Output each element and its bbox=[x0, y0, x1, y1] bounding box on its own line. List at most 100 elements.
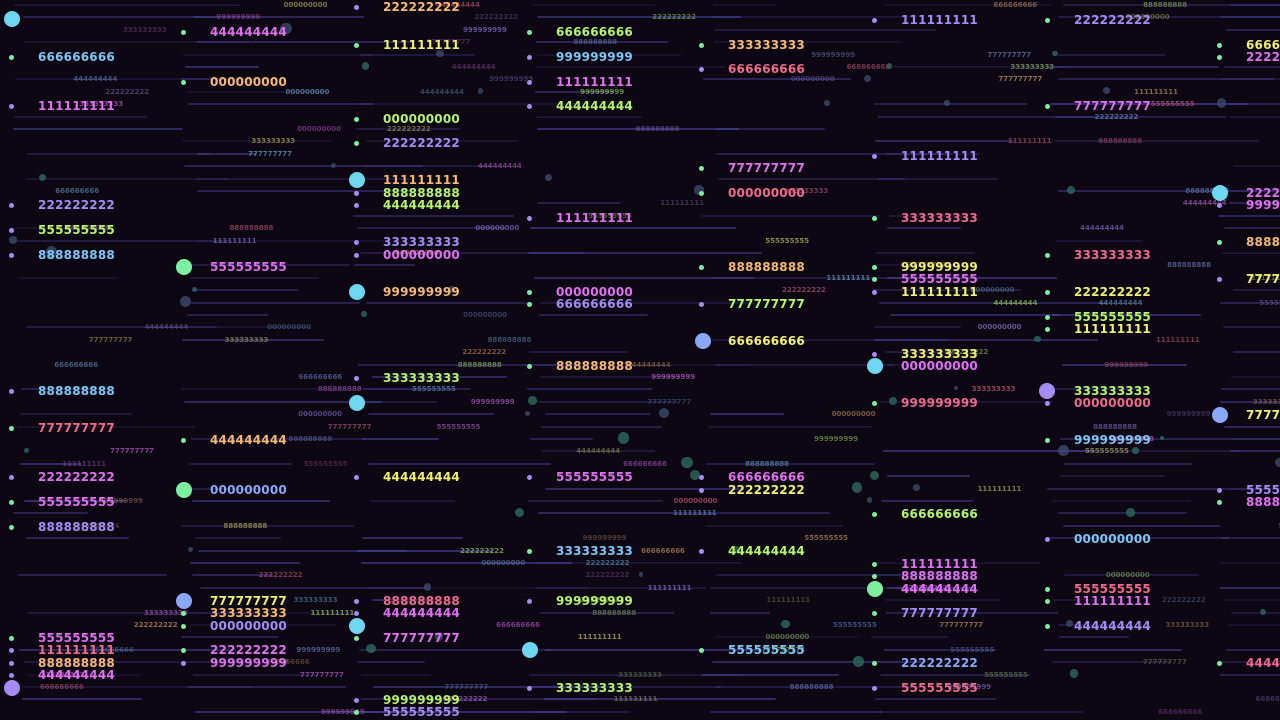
label-node-dot bbox=[527, 475, 532, 480]
scan-line bbox=[182, 140, 332, 143]
node-dot bbox=[889, 396, 898, 405]
label-node-dot bbox=[354, 599, 359, 604]
scan-line bbox=[1220, 301, 1280, 304]
faint-digits: 111111111 bbox=[660, 199, 705, 208]
label-node-dot bbox=[1217, 203, 1222, 208]
faint-digits: 333333333 bbox=[40, 670, 85, 679]
scan-line bbox=[1055, 388, 1143, 391]
scan-line bbox=[198, 549, 407, 552]
scan-line bbox=[1061, 363, 1187, 366]
faint-digits: 444444444 bbox=[144, 323, 189, 332]
scan-line bbox=[712, 661, 925, 664]
label-node-dot bbox=[354, 376, 359, 381]
label-node-dot bbox=[354, 5, 359, 10]
faint-digits: 888888888 bbox=[1110, 435, 1154, 443]
node-dot bbox=[851, 482, 863, 493]
scan-line bbox=[1050, 537, 1230, 540]
number-label: 888888888 bbox=[383, 594, 460, 608]
faint-digits: 888888888 bbox=[229, 224, 274, 233]
faint-digits: 555555555 bbox=[303, 459, 348, 468]
faint-digits: 999999999 bbox=[582, 534, 627, 543]
scan-line bbox=[717, 177, 905, 180]
scan-line bbox=[356, 128, 461, 130]
scan-line bbox=[192, 289, 299, 292]
scan-line bbox=[887, 475, 971, 478]
faint-digits: 888888888 bbox=[635, 125, 680, 133]
glow-circle bbox=[695, 333, 711, 349]
number-label: 222222222 bbox=[1074, 13, 1151, 27]
node-dot bbox=[280, 23, 292, 35]
label-node-dot bbox=[1217, 488, 1222, 493]
label-node-dot bbox=[9, 648, 14, 653]
label-node-dot bbox=[527, 302, 532, 307]
faint-digits: 999999999 bbox=[1279, 522, 1280, 530]
scan-line bbox=[187, 326, 311, 329]
scan-line bbox=[1219, 562, 1280, 564]
scan-line bbox=[188, 462, 293, 465]
scan-line bbox=[362, 710, 568, 713]
scan-line bbox=[1057, 16, 1280, 19]
number-label: 222222222 bbox=[1246, 50, 1280, 64]
number-label: 777777777 bbox=[728, 161, 805, 175]
number-label: 555555555 bbox=[210, 260, 287, 274]
scan-line bbox=[531, 710, 631, 713]
number-label: 666666666 bbox=[38, 50, 115, 64]
number-label: 333333333 bbox=[556, 544, 633, 558]
faint-digits: 000000000 bbox=[297, 125, 342, 133]
number-label: 888888888 bbox=[901, 569, 978, 583]
node-dot bbox=[360, 311, 367, 317]
number-label: 000000000 bbox=[210, 483, 287, 497]
node-dot bbox=[447, 285, 455, 293]
scan-line bbox=[1217, 214, 1280, 217]
node-dot bbox=[1126, 508, 1135, 517]
scan-line bbox=[537, 128, 740, 130]
label-node-dot bbox=[1217, 277, 1222, 282]
scan-line bbox=[1223, 66, 1280, 68]
scan-line bbox=[362, 537, 463, 540]
node-dot bbox=[283, 658, 288, 664]
label-node-dot bbox=[181, 611, 186, 616]
scan-line bbox=[528, 686, 721, 688]
glow-circle bbox=[1212, 407, 1228, 423]
scan-line bbox=[1063, 462, 1193, 465]
faint-digits: 000000000 bbox=[970, 286, 1015, 295]
scan-line bbox=[529, 673, 743, 676]
scan-line bbox=[889, 66, 1071, 68]
number-label: 888888888 bbox=[1246, 495, 1280, 509]
faint-digits: 444444444 bbox=[73, 75, 118, 84]
number-label: 333333333 bbox=[210, 606, 287, 620]
number-label: 333333333 bbox=[901, 347, 978, 361]
number-label: 444444444 bbox=[1246, 656, 1280, 670]
faint-digits: 666666666 bbox=[90, 645, 134, 654]
scan-line bbox=[361, 698, 597, 701]
glow-circle bbox=[176, 482, 192, 498]
scan-line bbox=[183, 400, 384, 403]
faint-digits: 444444444 bbox=[993, 298, 1038, 307]
scan-line bbox=[13, 512, 88, 515]
faint-digits: 666666666 bbox=[265, 658, 310, 667]
label-node-dot bbox=[527, 55, 532, 60]
glow-circle bbox=[1039, 383, 1055, 399]
node-dot bbox=[331, 162, 337, 168]
scan-line bbox=[1058, 53, 1165, 56]
scan-line bbox=[1226, 28, 1280, 31]
scan-line bbox=[195, 537, 281, 540]
scan-line bbox=[356, 400, 437, 403]
label-node-dot bbox=[872, 216, 877, 221]
number-label: 111111111 bbox=[1074, 322, 1151, 336]
number-label: 444444444 bbox=[383, 606, 460, 620]
faint-digits: 333333333 bbox=[1165, 621, 1210, 629]
scan-line bbox=[180, 388, 420, 391]
node-dot bbox=[869, 470, 879, 480]
scan-line bbox=[1057, 78, 1275, 81]
label-node-dot bbox=[354, 710, 359, 715]
faint-digits: 111111111 bbox=[1134, 87, 1179, 96]
number-label: 777777777 bbox=[1246, 272, 1280, 286]
faint-digits: 333333333 bbox=[143, 608, 188, 617]
faint-digits: 444444444 bbox=[436, 1, 480, 9]
faint-digits: 888888888 bbox=[288, 435, 333, 443]
label-node-dot bbox=[872, 265, 877, 270]
scan-line bbox=[884, 152, 980, 155]
scan-line bbox=[710, 586, 940, 589]
